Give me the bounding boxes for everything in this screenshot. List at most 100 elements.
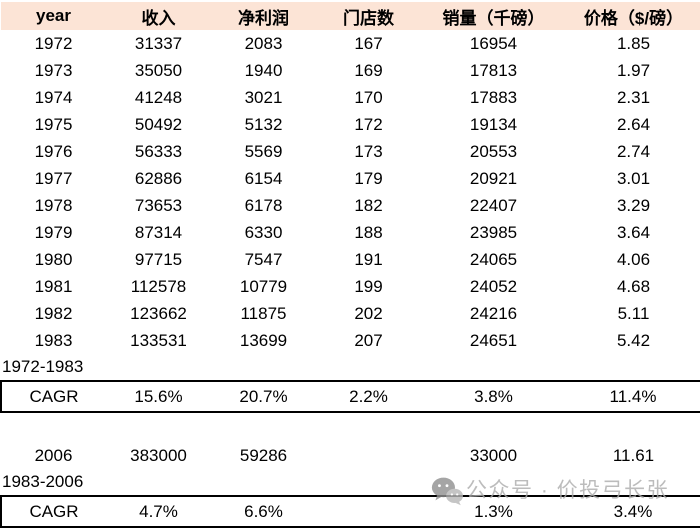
cell-price: 2.74 bbox=[616, 141, 651, 161]
cell-price: 5.42 bbox=[616, 330, 651, 350]
cell-revenue: 62886 bbox=[134, 168, 183, 188]
cell-price: 3.64 bbox=[616, 222, 651, 242]
cell-revenue: 73653 bbox=[134, 195, 183, 215]
table-row-1983: 1983 133531 13699 207 24651 5.42 bbox=[1, 327, 700, 354]
section-label-1983-2006: 1983-2006 bbox=[1, 469, 700, 496]
spacer-row bbox=[1, 412, 700, 443]
section-label: 1972-1983 bbox=[2, 357, 84, 376]
cell-revenue: 383000 bbox=[130, 446, 187, 465]
cell-year: 1975 bbox=[34, 114, 73, 134]
table-row-1981: 1981 112578 10779 199 24052 4.68 bbox=[1, 273, 700, 300]
cell-revenue: 97715 bbox=[134, 249, 183, 269]
cell-price: 11.4% bbox=[566, 380, 700, 413]
cell-net-profit: 13699 bbox=[239, 330, 288, 350]
cell-year: 1973 bbox=[34, 60, 73, 80]
cell-year: 1976 bbox=[34, 141, 73, 161]
header-row: year 收入 净利润 门店数 销量（千磅） 价格（$/磅） bbox=[1, 2, 700, 30]
cell-volume: 17883 bbox=[469, 87, 518, 107]
cell-price: 3.29 bbox=[616, 195, 651, 215]
cell-volume: 24651 bbox=[469, 330, 518, 350]
table-row-1980: 1980 97715 7547 191 24065 4.06 bbox=[1, 246, 700, 273]
cell-store-count: 167 bbox=[354, 33, 383, 53]
cell-year: 1974 bbox=[34, 87, 73, 107]
cell-year: 1972 bbox=[34, 33, 73, 53]
cell-store-count: 188 bbox=[354, 222, 383, 242]
header-cell-revenue: 收入 bbox=[106, 2, 211, 30]
cell-volume: 22407 bbox=[469, 195, 518, 215]
cell-net-profit: 10779 bbox=[239, 276, 288, 296]
section-label: 1983-2006 bbox=[2, 472, 84, 491]
cell-revenue: 133531 bbox=[130, 330, 187, 350]
cell-price: 5.11 bbox=[617, 303, 650, 323]
cell-revenue: 41248 bbox=[134, 87, 183, 107]
cell-net-profit: 5569 bbox=[244, 141, 283, 161]
cell-store-count: 173 bbox=[354, 141, 383, 161]
cell-store-count bbox=[316, 495, 421, 528]
table-row-1978: 1978 73653 6178 182 22407 3.29 bbox=[1, 192, 700, 219]
cell-store-count: 179 bbox=[354, 168, 383, 188]
cell-volume: 19134 bbox=[469, 114, 518, 134]
cell-store-count: 207 bbox=[354, 330, 383, 350]
cell-year: 1979 bbox=[34, 222, 73, 242]
cell-store-count: 172 bbox=[354, 114, 383, 134]
header-cell-volume: 销量（千磅） bbox=[421, 2, 566, 30]
cell-price: 2.64 bbox=[616, 114, 651, 134]
cell-price: 3.4% bbox=[566, 495, 700, 528]
cell-revenue: 87314 bbox=[134, 222, 183, 242]
cagr-row-1972-1983: CAGR 15.6% 20.7% 2.2% 3.8% 11.4% bbox=[0, 380, 700, 413]
cell-store-count bbox=[316, 443, 421, 469]
cell-volume: 20921 bbox=[469, 168, 518, 188]
cell-store-count: 169 bbox=[354, 60, 383, 80]
table-row-1977: 1977 62886 6154 179 20921 3.01 bbox=[1, 165, 700, 192]
cell-store-count: 202 bbox=[354, 303, 383, 323]
cell-revenue: 31337 bbox=[134, 33, 183, 53]
cell-revenue: 35050 bbox=[134, 60, 183, 80]
header-cell-price: 价格（$/磅） bbox=[566, 2, 700, 30]
cell-year: 1978 bbox=[34, 195, 73, 215]
cell-revenue: 123662 bbox=[130, 303, 187, 323]
spacer-cell bbox=[1, 412, 700, 443]
cell-net-profit: 20.7% bbox=[211, 380, 316, 413]
cell-store-count: 2.2% bbox=[316, 380, 421, 413]
cell-revenue: 4.7% bbox=[106, 495, 211, 528]
cell-net-profit: 6.6% bbox=[211, 495, 316, 528]
table-row-1975: 1975 50492 5132 172 19134 2.64 bbox=[1, 111, 700, 138]
cell-volume: 24216 bbox=[469, 303, 518, 323]
cell-revenue: 50492 bbox=[134, 114, 183, 134]
table-row-1976: 1976 56333 5569 173 20553 2.74 bbox=[1, 138, 700, 165]
table-row-1972: 1972 31337 2083 167 16954 1.85 bbox=[1, 30, 700, 57]
cell-store-count: 191 bbox=[354, 249, 383, 269]
cell-net-profit: 59286 bbox=[239, 446, 288, 465]
cell-revenue: 56333 bbox=[134, 141, 183, 161]
cell-volume: 16954 bbox=[469, 33, 518, 53]
table-row-1982: 1982 123662 11875 202 24216 5.11 bbox=[1, 300, 700, 327]
table-row-1979: 1979 87314 6330 188 23985 3.64 bbox=[1, 219, 700, 246]
cell-volume: 20553 bbox=[469, 141, 518, 161]
header-cell-net-profit: 净利润 bbox=[211, 2, 316, 30]
cell-price: 11.61 bbox=[612, 446, 655, 465]
cell-store-count: 199 bbox=[354, 276, 383, 296]
cell-year: CAGR bbox=[0, 495, 106, 528]
cell-revenue: 15.6% bbox=[106, 380, 211, 413]
cell-store-count: 170 bbox=[354, 87, 383, 107]
cell-net-profit: 3021 bbox=[244, 87, 283, 107]
cell-volume: 17813 bbox=[469, 60, 518, 80]
cell-year: CAGR bbox=[0, 380, 106, 413]
cell-year: 1983 bbox=[34, 330, 73, 350]
cell-volume: 24065 bbox=[469, 249, 518, 269]
cell-price: 1.97 bbox=[616, 60, 651, 80]
cell-price: 2.31 bbox=[616, 87, 651, 107]
section-label-1972-1983: 1972-1983 bbox=[1, 354, 700, 381]
table-row-1973: 1973 35050 1940 169 17813 1.97 bbox=[1, 57, 700, 84]
cell-price: 4.68 bbox=[616, 276, 651, 296]
cell-net-profit: 5132 bbox=[244, 114, 283, 134]
cell-net-profit: 7547 bbox=[244, 249, 283, 269]
cell-net-profit: 6330 bbox=[244, 222, 283, 242]
cell-volume: 1.3% bbox=[421, 495, 566, 528]
cell-net-profit: 6178 bbox=[244, 195, 283, 215]
cell-year: 1980 bbox=[34, 249, 73, 269]
cell-price: 3.01 bbox=[616, 168, 651, 188]
header-cell-year: year bbox=[1, 2, 106, 30]
